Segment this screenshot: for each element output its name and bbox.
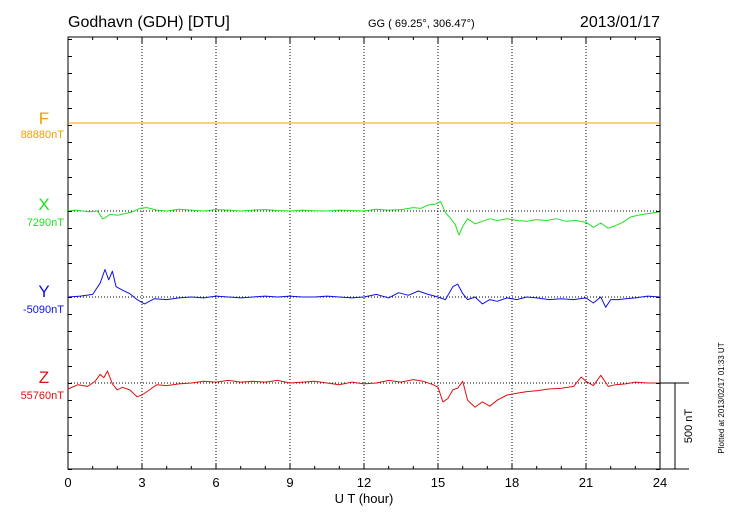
plotted-timestamp: Plotted at 2013/02/17 01:33 UT bbox=[717, 342, 726, 453]
series-baseline-f: 88880nT bbox=[21, 129, 65, 141]
series-lines bbox=[67, 122, 661, 408]
series-name-y: Y bbox=[38, 282, 49, 301]
series-baseline-z: 55760nT bbox=[21, 390, 65, 402]
series-baseline-x: 7290nT bbox=[27, 217, 65, 229]
plot-date: 2013/01/17 bbox=[580, 14, 660, 31]
series-baseline-y: -5090nT bbox=[23, 304, 64, 316]
series-name-x: X bbox=[38, 195, 49, 214]
x-tick-label-21: 21 bbox=[579, 475, 593, 490]
series-line-z bbox=[67, 370, 660, 408]
x-tick-label-3: 3 bbox=[138, 475, 145, 490]
x-tick-label-15: 15 bbox=[431, 475, 445, 490]
series-name-f: F bbox=[39, 109, 49, 128]
scale-bar: 500 nT bbox=[660, 382, 695, 470]
series-name-z: Z bbox=[39, 368, 49, 387]
x-tick-label-24: 24 bbox=[653, 475, 667, 490]
x-tick-label-6: 6 bbox=[212, 475, 219, 490]
x-tick-label-9: 9 bbox=[286, 475, 293, 490]
x-axis-label: U T (hour) bbox=[335, 491, 394, 506]
series-line-x bbox=[67, 201, 661, 236]
scale-bar-label: 500 nT bbox=[683, 409, 695, 444]
axis-ticks: 0 3 6 9 12 15 18 21 24 bbox=[64, 37, 667, 490]
station-coords: GG ( 69.25°, 306.47°) bbox=[368, 18, 475, 30]
station-title: Godhavn (GDH) [DTU] bbox=[68, 14, 230, 31]
x-tick-label-18: 18 bbox=[505, 475, 519, 490]
x-tick-label-12: 12 bbox=[357, 475, 371, 490]
vertical-gridlines bbox=[141, 37, 587, 469]
x-tick-label-0: 0 bbox=[64, 475, 71, 490]
series-line-y bbox=[67, 269, 661, 308]
